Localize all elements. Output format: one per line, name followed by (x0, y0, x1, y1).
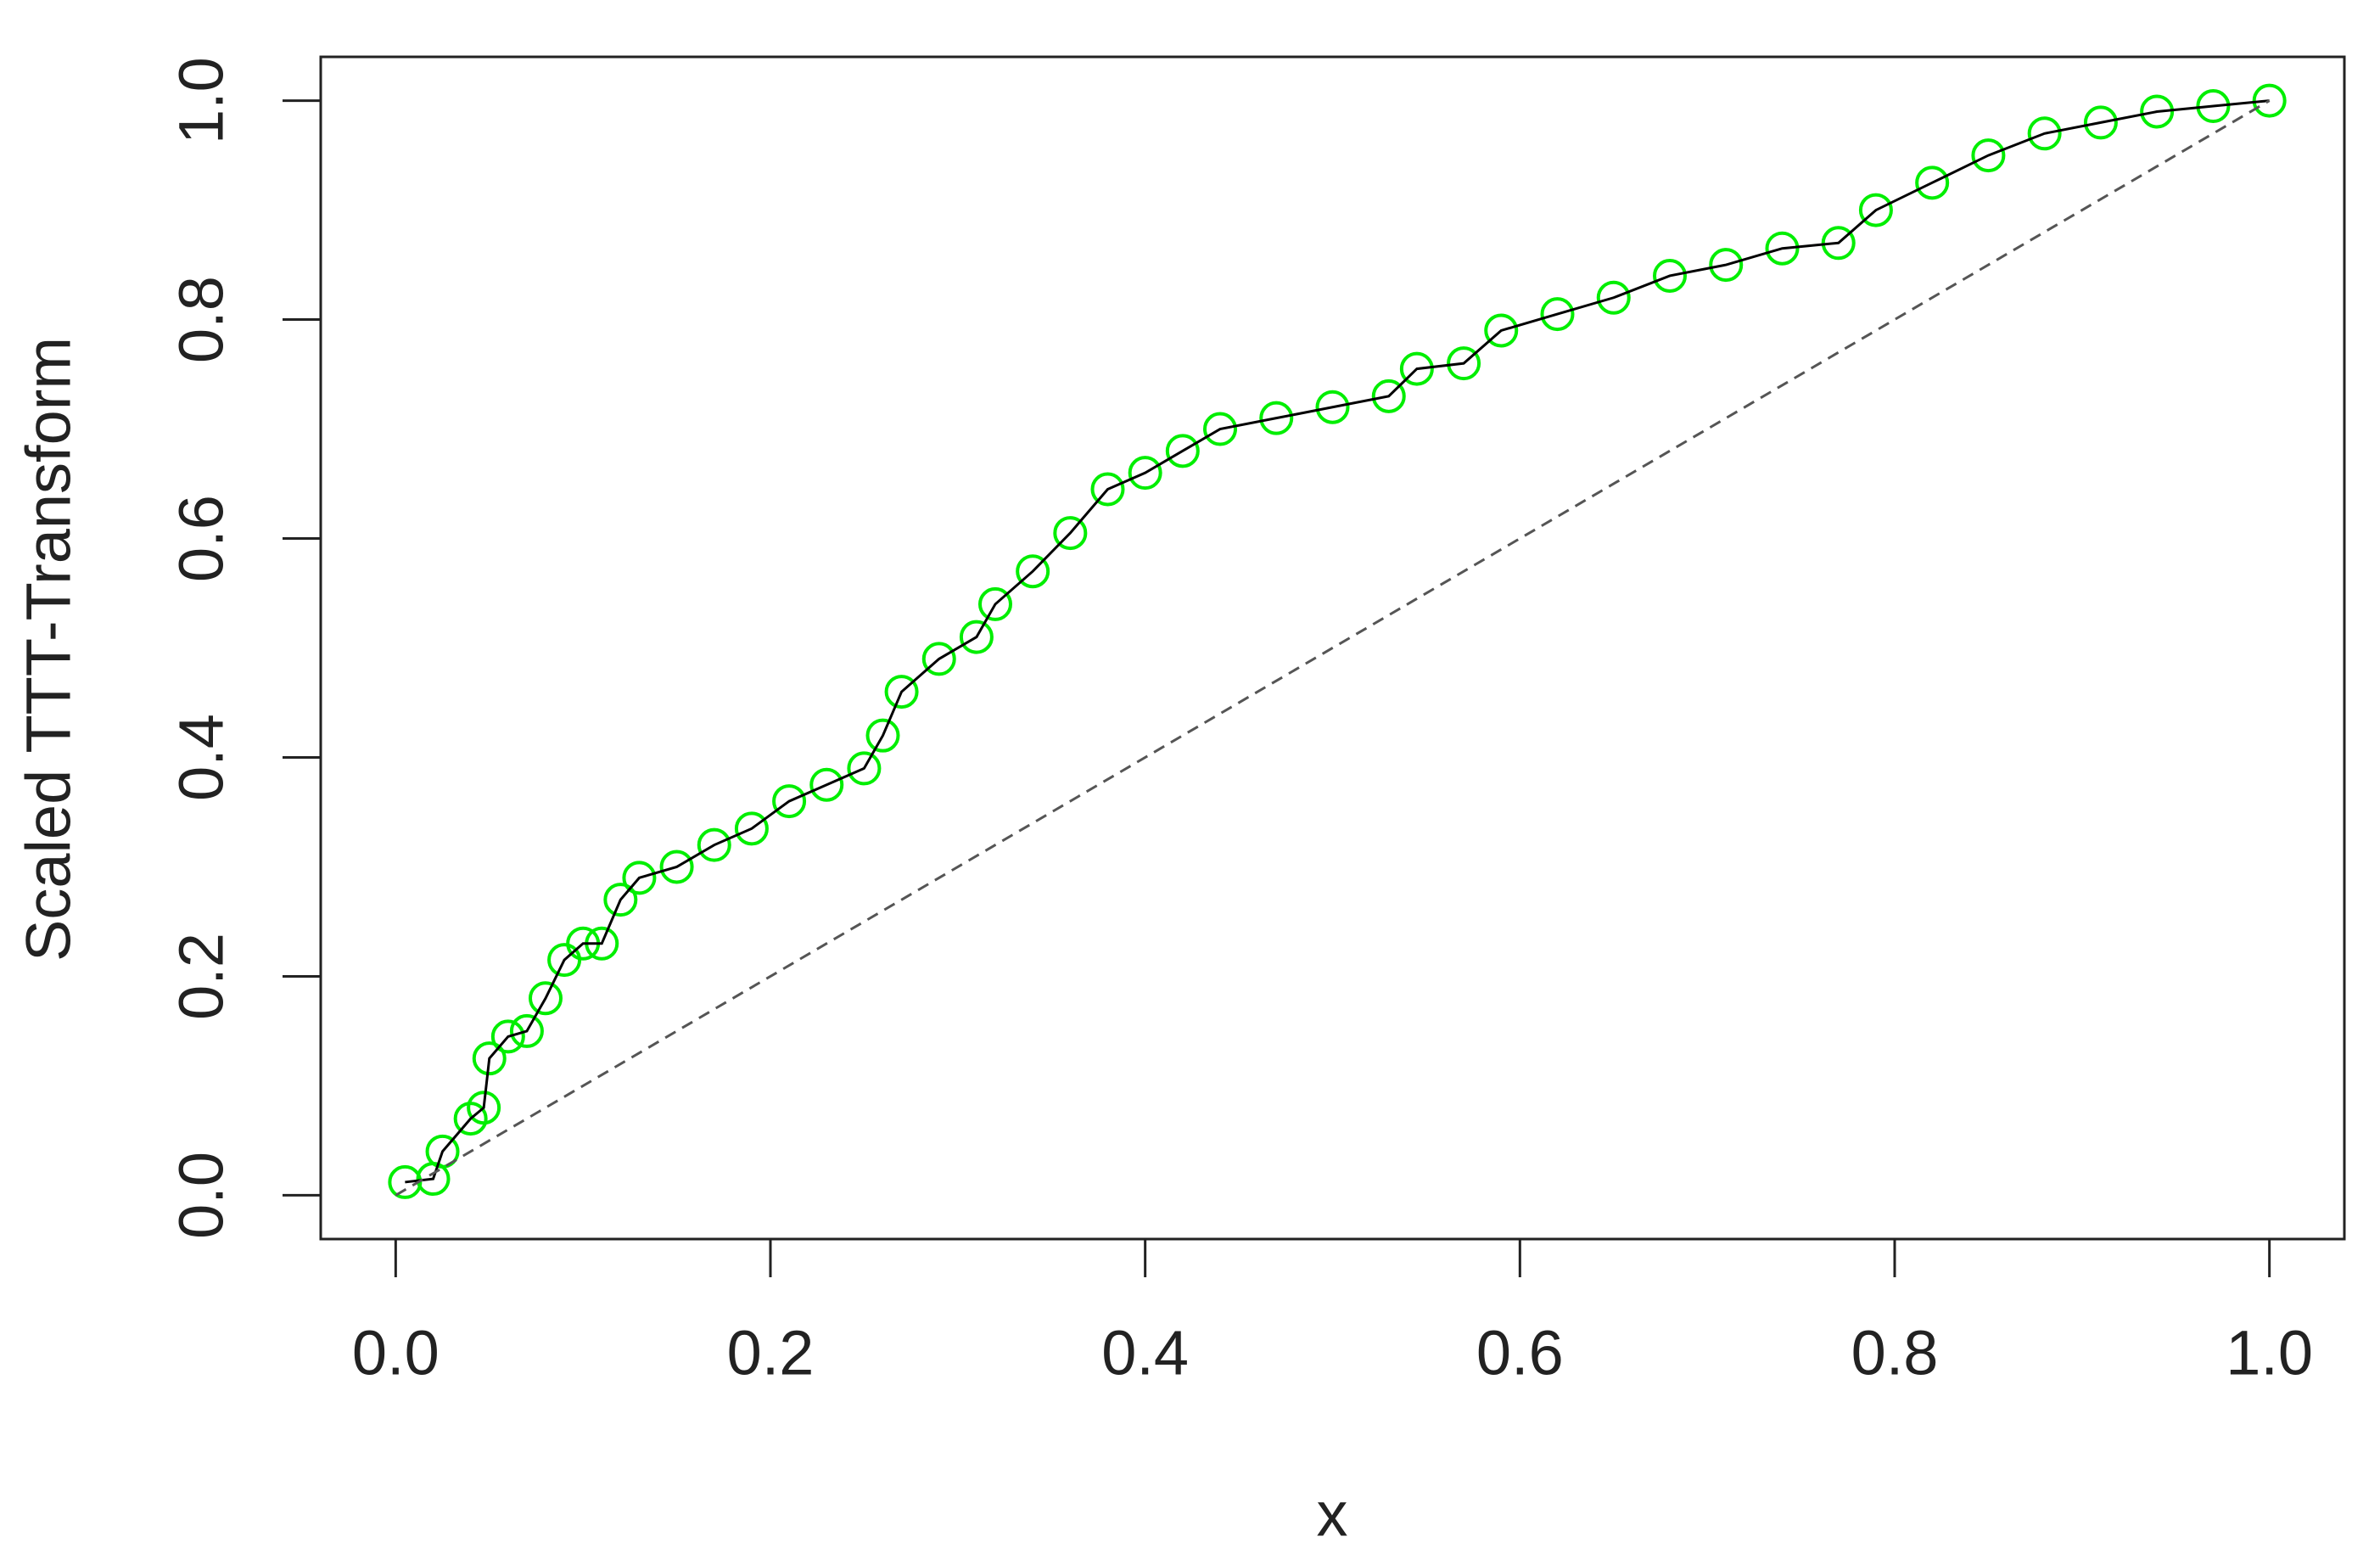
data-point (884, 675, 919, 709)
plot-frame (319, 55, 2346, 1241)
data-point (1259, 401, 1294, 435)
data-point (1053, 516, 1088, 551)
data-point (809, 767, 844, 802)
x-tick-label: 1.0 (2226, 1318, 2313, 1388)
data-point (1447, 346, 1481, 381)
x-tick-label: 0.4 (1101, 1318, 1189, 1388)
data-point (1915, 165, 1950, 200)
data-point (659, 850, 694, 884)
y-tick-label: 1.0 (166, 57, 237, 144)
data-point (1596, 280, 1631, 315)
data-point (425, 1134, 460, 1169)
data-point (978, 586, 1012, 621)
data-point (1016, 554, 1050, 589)
data-point (734, 811, 769, 846)
x-tick-label: 0.6 (1476, 1318, 1564, 1388)
data-point (2083, 105, 2118, 140)
data-point (1203, 412, 1237, 446)
y-axis-label: Scaled TTT-Transform (14, 337, 84, 962)
data-point (865, 718, 900, 753)
data-point (1821, 226, 1856, 261)
data-point (1858, 193, 1893, 227)
y-tick-label: 0.4 (166, 714, 237, 801)
data-point (1484, 313, 1519, 348)
data-point (509, 1013, 544, 1048)
data-point (1653, 258, 1687, 293)
data-point (847, 751, 882, 786)
data-point (2196, 89, 2231, 124)
series-line (405, 99, 2270, 1184)
data-point (772, 784, 807, 819)
data-point (1540, 297, 1575, 332)
data-point (1971, 138, 2006, 173)
x-tick-label: 0.2 (727, 1318, 815, 1388)
data-point (1165, 434, 1200, 468)
data-point (603, 883, 638, 917)
data-point (1709, 248, 1744, 283)
data-point (2027, 116, 2062, 151)
data-point (921, 642, 956, 676)
data-point (1315, 390, 1350, 424)
y-tick-label: 0.6 (166, 495, 237, 582)
data-point (1765, 231, 1800, 266)
data-point (697, 827, 731, 862)
data-point (529, 981, 563, 1016)
data-point (472, 1041, 507, 1076)
x-axis-label: x (1317, 1479, 1348, 1550)
data-point (1090, 472, 1125, 507)
y-tick-label: 0.0 (166, 1152, 237, 1239)
data-point (1371, 379, 1406, 413)
data-point (1128, 456, 1162, 491)
data-point (2252, 83, 2287, 118)
y-tick-label: 0.2 (166, 933, 237, 1020)
data-point (467, 1091, 501, 1125)
y-tick-label: 0.8 (166, 276, 237, 363)
data-point (2140, 94, 2175, 129)
data-point (622, 861, 657, 895)
data-point (490, 1019, 525, 1054)
data-point (959, 620, 994, 654)
data-point (1399, 351, 1434, 386)
x-tick-label: 0.8 (1851, 1318, 1939, 1388)
x-tick-label: 0.0 (352, 1318, 440, 1388)
reference-line (395, 99, 2271, 1197)
